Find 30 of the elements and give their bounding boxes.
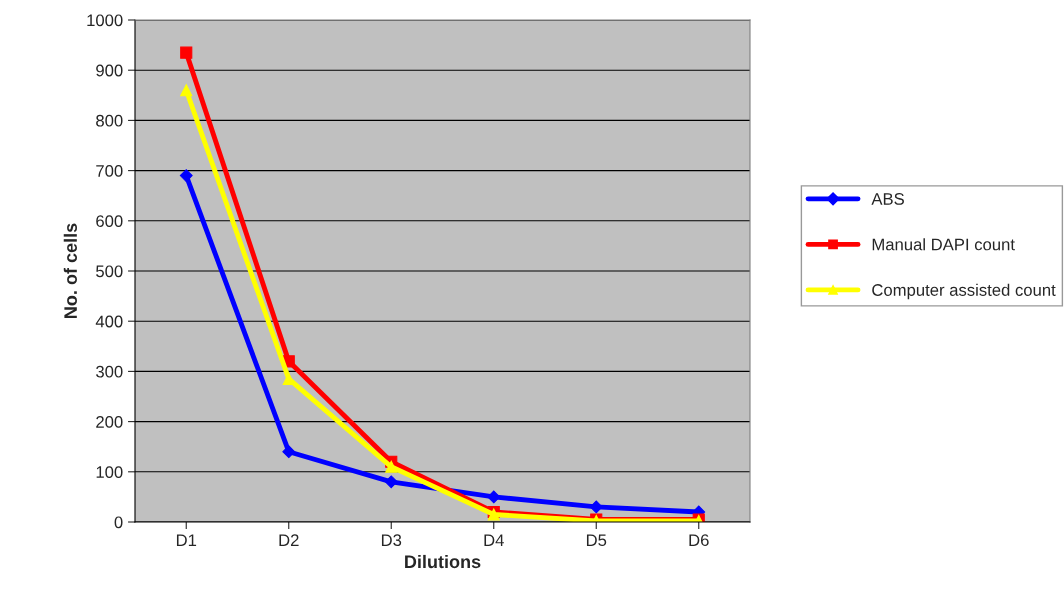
point bbox=[180, 46, 193, 59]
y-tick-label: 0 bbox=[114, 516, 123, 529]
x-axis-title: Dilutions bbox=[405, 554, 481, 569]
point bbox=[179, 169, 193, 183]
legend-label: ABS bbox=[871, 193, 904, 205]
y-tick-label: 1000 bbox=[87, 14, 123, 27]
y-tick-label: 200 bbox=[96, 416, 123, 428]
y-tick-label: 700 bbox=[96, 165, 123, 177]
y-tick-label: 300 bbox=[96, 365, 123, 378]
x-tick-label: D3 bbox=[381, 534, 402, 547]
y-axis-title: No. of cells bbox=[63, 223, 77, 318]
point bbox=[385, 460, 398, 473]
x-tick-label: D6 bbox=[689, 534, 709, 547]
point bbox=[384, 475, 398, 489]
y-tick-label: 400 bbox=[95, 315, 123, 328]
y-tick-label: 500 bbox=[96, 265, 123, 278]
legend-label: Manual DAPI count bbox=[872, 238, 1015, 251]
y-tick-label: 600 bbox=[96, 215, 123, 227]
y-tick-label: 100 bbox=[96, 466, 123, 478]
point bbox=[589, 500, 603, 514]
x-tick-label: D1 bbox=[176, 534, 197, 546]
x-tick-label: D4 bbox=[484, 534, 504, 546]
point bbox=[282, 445, 296, 459]
x-tick-label: D5 bbox=[586, 534, 607, 547]
x-tick-label: D2 bbox=[279, 534, 299, 546]
point bbox=[487, 490, 501, 504]
y-tick-label: 900 bbox=[96, 64, 123, 77]
y-tick-label: 800 bbox=[96, 114, 123, 127]
point bbox=[180, 84, 193, 97]
legend-label: Computer assisted count bbox=[872, 283, 1056, 300]
